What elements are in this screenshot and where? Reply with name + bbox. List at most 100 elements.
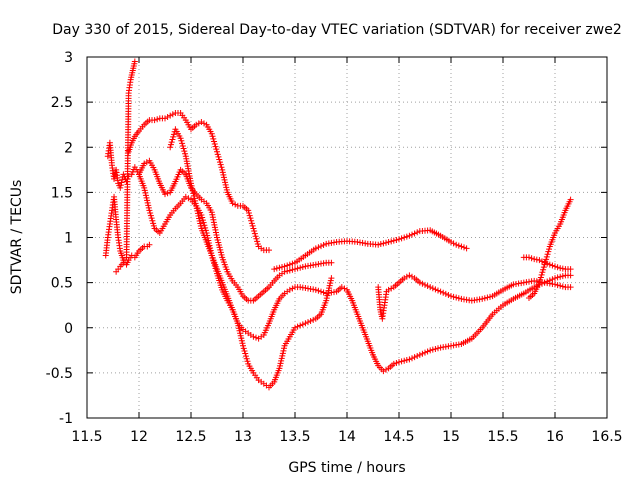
data-point bbox=[202, 227, 209, 234]
data-point bbox=[406, 232, 413, 239]
data-point bbox=[210, 219, 217, 226]
data-point bbox=[180, 145, 187, 152]
data-point bbox=[242, 350, 249, 357]
data-point bbox=[145, 202, 152, 209]
data-point bbox=[427, 347, 434, 354]
axis-ticks bbox=[86, 56, 608, 419]
data-point bbox=[396, 359, 402, 366]
data-point bbox=[435, 345, 441, 352]
data-point bbox=[206, 242, 213, 249]
data-point bbox=[211, 141, 218, 148]
data-point bbox=[403, 233, 410, 240]
data-point bbox=[299, 321, 306, 328]
data-point bbox=[221, 176, 228, 183]
data-point bbox=[253, 235, 260, 242]
data-point bbox=[276, 365, 283, 372]
series-track-c bbox=[136, 157, 335, 304]
data-point bbox=[209, 133, 216, 140]
data-point bbox=[220, 174, 227, 181]
data-point bbox=[315, 287, 322, 294]
grid-lines bbox=[87, 57, 607, 418]
data-point bbox=[411, 354, 418, 361]
y-tick-label: -0.5 bbox=[46, 366, 73, 382]
x-tick-label: 12.5 bbox=[175, 429, 206, 445]
data-point bbox=[284, 268, 291, 275]
data-point bbox=[320, 241, 327, 248]
data-point bbox=[195, 212, 202, 219]
data-point bbox=[119, 176, 126, 183]
y-tick-label: 2 bbox=[64, 140, 73, 156]
data-point bbox=[146, 241, 153, 248]
x-tick-label: 11.5 bbox=[71, 429, 102, 445]
data-point bbox=[540, 266, 547, 273]
data-point bbox=[144, 199, 151, 206]
data-point bbox=[190, 190, 197, 197]
data-point bbox=[271, 266, 278, 273]
data-point bbox=[559, 283, 566, 290]
data-point bbox=[383, 366, 389, 373]
data-point bbox=[536, 279, 543, 286]
data-point bbox=[278, 355, 285, 362]
data-point bbox=[248, 217, 255, 224]
data-point bbox=[292, 324, 298, 331]
data-point bbox=[297, 322, 304, 329]
data-point bbox=[435, 287, 441, 294]
data-point bbox=[432, 345, 439, 352]
data-point bbox=[200, 219, 207, 226]
data-point bbox=[539, 258, 545, 265]
data-point bbox=[419, 350, 426, 357]
data-point bbox=[249, 222, 256, 229]
data-point bbox=[419, 280, 426, 287]
data-point bbox=[196, 217, 203, 224]
data-point bbox=[148, 215, 155, 222]
data-point bbox=[537, 277, 544, 284]
data-point bbox=[544, 251, 551, 258]
data-point bbox=[189, 185, 196, 192]
data-point bbox=[193, 121, 200, 128]
data-point bbox=[557, 282, 564, 289]
data-point bbox=[484, 294, 491, 301]
data-point bbox=[143, 159, 150, 166]
data-point bbox=[390, 237, 397, 244]
data-point bbox=[214, 151, 221, 158]
data-point bbox=[141, 187, 148, 194]
data-point bbox=[210, 216, 217, 223]
data-point bbox=[479, 295, 486, 302]
data-point bbox=[396, 236, 402, 243]
data-point bbox=[169, 136, 176, 143]
data-point bbox=[567, 266, 574, 273]
data-point bbox=[305, 319, 311, 326]
data-point bbox=[557, 273, 564, 280]
data-point bbox=[448, 293, 454, 300]
data-point bbox=[246, 212, 253, 219]
data-point bbox=[289, 260, 296, 267]
data-point bbox=[487, 293, 493, 300]
data-point bbox=[388, 238, 395, 245]
data-point bbox=[147, 210, 154, 217]
data-point bbox=[207, 245, 214, 252]
data-point bbox=[279, 352, 286, 359]
data-point bbox=[326, 285, 333, 292]
data-point bbox=[236, 327, 243, 334]
data-point bbox=[196, 215, 203, 222]
data-point bbox=[286, 267, 293, 274]
data-point bbox=[178, 137, 185, 144]
data-point bbox=[208, 252, 215, 259]
data-point bbox=[141, 160, 148, 167]
data-point bbox=[195, 120, 202, 127]
data-point bbox=[427, 284, 434, 291]
data-point bbox=[294, 265, 301, 272]
data-point bbox=[567, 272, 574, 279]
data-point bbox=[414, 229, 421, 236]
data-point bbox=[212, 226, 219, 233]
data-point bbox=[209, 214, 216, 221]
data-point bbox=[429, 346, 436, 353]
data-point bbox=[245, 207, 252, 214]
data-point bbox=[198, 118, 205, 125]
data-point bbox=[253, 334, 259, 341]
data-point bbox=[250, 225, 257, 232]
data-point bbox=[211, 224, 218, 231]
data-point bbox=[117, 182, 124, 189]
data-point bbox=[424, 348, 431, 355]
data-point bbox=[528, 255, 535, 262]
